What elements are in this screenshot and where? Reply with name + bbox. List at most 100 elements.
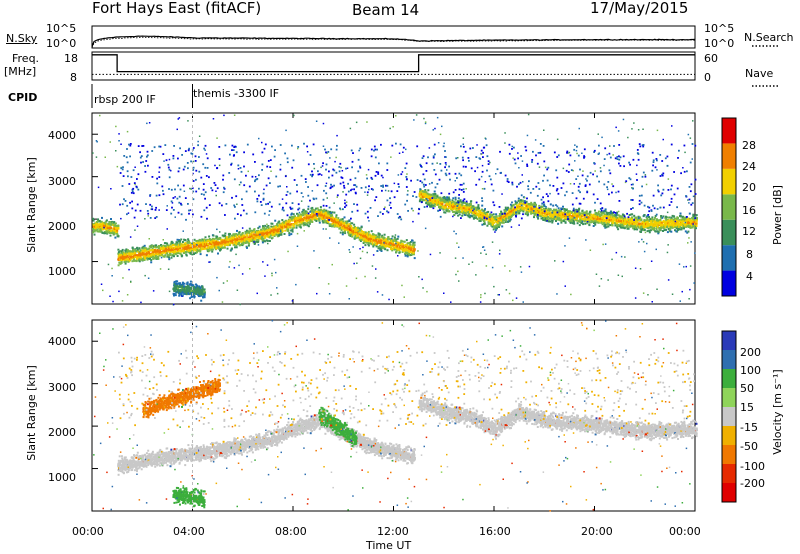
power-cell <box>250 232 252 235</box>
power-cell <box>226 237 229 240</box>
power-cell <box>275 225 278 228</box>
power-cell <box>187 238 190 241</box>
power-cell <box>253 230 256 233</box>
power-cell <box>122 253 125 256</box>
power-cell <box>438 207 441 210</box>
power-cell <box>199 253 202 256</box>
power-cell <box>599 214 602 217</box>
power-cell <box>233 243 236 246</box>
power-cell <box>343 228 346 231</box>
power-cell <box>230 239 233 242</box>
power-cell <box>129 257 131 260</box>
power-cell <box>276 235 279 238</box>
power-cell <box>405 239 408 242</box>
power-cell <box>183 246 186 249</box>
power-cell <box>290 218 293 221</box>
power-cell <box>248 230 251 233</box>
power-cell <box>477 204 480 207</box>
power-cell <box>268 229 271 231</box>
experiment-label-1: rbsp 200 IF <box>94 93 156 106</box>
power-cell <box>160 245 163 248</box>
power-cell <box>339 226 342 229</box>
power-cell <box>253 236 256 239</box>
power-cell <box>292 217 295 220</box>
power-cell <box>128 252 131 255</box>
power-cell <box>372 245 375 248</box>
power-cell <box>180 244 183 247</box>
power-cell <box>330 216 333 219</box>
power-cell <box>300 213 302 216</box>
power-cell <box>182 249 185 252</box>
power-cell <box>307 214 310 217</box>
power-cell <box>135 250 138 253</box>
power-cell <box>241 239 244 242</box>
power-cell <box>541 205 544 208</box>
power-cell <box>278 224 281 227</box>
power-cell <box>265 230 267 233</box>
xtick-08: 08:00 <box>275 525 307 538</box>
power-cell <box>119 250 122 253</box>
power-cell <box>191 253 194 256</box>
power-cell <box>307 225 310 228</box>
power-cell <box>119 262 122 265</box>
vel-cb-tick-15: 15 <box>740 401 754 414</box>
power-cell <box>273 233 276 236</box>
power-cell <box>560 219 563 222</box>
power-cell <box>376 241 379 244</box>
power-cell <box>143 244 146 247</box>
power-cell <box>584 222 587 225</box>
power-cell <box>281 219 284 221</box>
power-cell <box>212 234 215 237</box>
power-cell <box>247 231 250 234</box>
power-cell <box>126 249 129 252</box>
power-cell <box>165 247 167 250</box>
power-cell <box>343 225 346 228</box>
power-cell <box>245 231 248 234</box>
power-cell <box>262 237 265 240</box>
power-cell <box>380 248 383 251</box>
power-cell <box>179 243 182 246</box>
power-cell <box>318 219 321 222</box>
power-cell <box>345 226 348 229</box>
power-cell <box>182 243 185 246</box>
power-cell <box>327 221 330 224</box>
power-cell <box>181 241 184 243</box>
power-cell <box>242 241 245 244</box>
power-cell <box>350 230 353 233</box>
power-cell <box>533 216 535 219</box>
power-cell <box>235 234 238 237</box>
power-cell <box>125 253 127 256</box>
power-cell <box>301 221 304 224</box>
power-cell <box>234 238 237 241</box>
power-cell <box>200 246 203 249</box>
power-cell <box>194 247 197 250</box>
power-cell <box>177 250 180 253</box>
power-cell <box>141 249 144 252</box>
power-cell <box>179 241 181 244</box>
power-cell <box>184 239 187 242</box>
power-cell <box>251 239 254 242</box>
nsearch-label: N.Search <box>744 31 794 44</box>
power-cell <box>345 225 348 227</box>
power-cell <box>301 210 304 213</box>
power-cell <box>470 200 473 203</box>
power-cell <box>283 220 286 223</box>
power-cell <box>324 219 326 222</box>
power-cell <box>163 250 166 253</box>
power-cell <box>343 222 346 225</box>
power-cell <box>200 239 203 242</box>
power-cell <box>383 233 386 236</box>
power-cell <box>261 237 264 240</box>
power-cell <box>343 216 346 219</box>
power-cell <box>542 215 545 217</box>
power-cell <box>564 221 567 224</box>
power-cell <box>198 239 201 242</box>
power-cell <box>134 251 137 254</box>
power-cell <box>341 233 344 236</box>
power-cell <box>346 228 349 231</box>
power-panel-frame <box>91 112 696 305</box>
power-cell <box>235 233 238 236</box>
power-cell <box>215 240 218 243</box>
power-cell <box>342 231 344 234</box>
